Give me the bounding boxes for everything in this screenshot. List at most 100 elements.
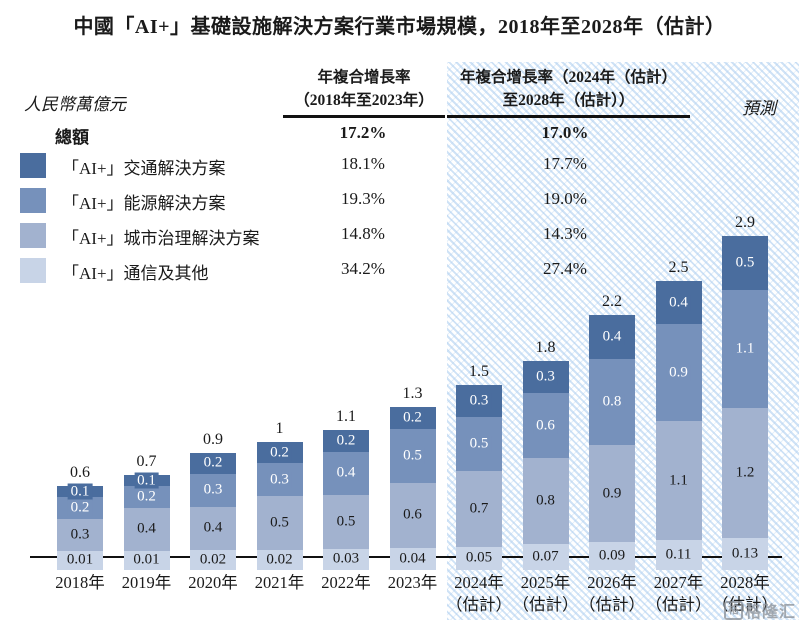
bar-total-label: 2.5 [668, 258, 689, 276]
segment-value-label: 0.02 [196, 551, 230, 569]
x-axis-category-label: 2028年 （估計） [712, 573, 778, 614]
bar-segment: 0.4 [589, 315, 635, 359]
table-row-city-governance: 「AI+」城市治理解決方案 14.8% 14.3% [0, 223, 799, 249]
bar-segment: 0.4 [123, 507, 170, 551]
table-row-total: 總額 17.2% 17.0% [0, 122, 799, 148]
stacked-bar: 0.2 0.4 0.5 0.03 [323, 429, 369, 570]
segment-value-label: 0.6 [533, 417, 558, 435]
stacked-bar: 0.5 1.1 1.2 0.13 [722, 235, 768, 570]
bar-segment: 0.4 [190, 506, 236, 550]
x-axis-category-label: 2018年 [55, 573, 105, 592]
stacked-bar: 0.3 0.5 0.7 0.05 [456, 384, 502, 570]
legend-label: 「AI+」城市治理解決方案 [62, 229, 260, 248]
segment-value-label: 0.1 [67, 483, 93, 500]
bar-total-label: 1.1 [336, 407, 356, 425]
cagr-value-2018-2023: 34.2% [341, 259, 385, 278]
bar-segment: 0.02 [256, 549, 303, 570]
legend-swatch-energy [20, 188, 46, 213]
legend-swatch-city-governance [20, 223, 46, 248]
bar-segment: 0.8 [522, 458, 569, 545]
x-axis-category-label: 2026年 （估計） [579, 573, 645, 614]
bar-segment: 0.2 [389, 407, 436, 429]
cagr-value-2024-2028: 17.0% [541, 123, 589, 142]
bar-total-label: 1.8 [535, 338, 556, 356]
bar-segment: 0.07 [522, 544, 569, 570]
segment-value-label: 0.5 [732, 254, 758, 272]
segment-value-label: 0.01 [63, 551, 97, 569]
watermark-logo-icon: 格 [723, 600, 743, 620]
segment-value-label: 0.8 [599, 393, 625, 411]
cagr-header-line1: 年複合增長率（2024年（估計） [459, 69, 677, 86]
bar-segment: 0.3 [522, 360, 569, 394]
segment-value-label: 0.9 [666, 364, 691, 382]
bar-segment: 0.09 [589, 542, 635, 570]
table-row-transportation: 「AI+」交通解決方案 18.1% 17.7% [0, 153, 799, 179]
cagr-header-line2: 至2028年（估計）） [502, 92, 635, 109]
bar-segment: 0.2 [256, 441, 303, 464]
bar-total-label: 1.3 [402, 385, 423, 403]
bar-segment: 0.2 [123, 486, 170, 508]
bar-segment: 0.11 [655, 540, 702, 570]
bar-segment: 0.5 [256, 495, 303, 550]
cagr-value-2024-2028: 14.3% [543, 224, 587, 243]
segment-value-label: 1.1 [732, 340, 758, 358]
row-label: 總額 [55, 128, 89, 147]
segment-value-label: 0.2 [67, 499, 93, 517]
bar-total-label: 0.6 [70, 464, 90, 482]
bar-segment: 0.5 [456, 416, 502, 471]
segment-value-label: 0.7 [466, 500, 492, 518]
bar-segment: 1.1 [655, 421, 702, 541]
cagr-value-2018-2023: 19.3% [341, 189, 385, 208]
segment-value-label: 0.2 [333, 432, 359, 450]
segment-value-label: 0.5 [400, 447, 425, 465]
bar-total-label: 2.2 [602, 293, 622, 311]
y-axis-unit-label: 人民幣萬億元 [24, 95, 126, 114]
segment-value-label: 0.3 [67, 526, 93, 544]
chart-title: 中國「AI+」基礎設施解決方案行業市場規模，2018年至2028年（估計） [73, 16, 726, 38]
cagr-value-2024-2028: 19.0% [543, 189, 587, 208]
segment-value-label: 1.2 [732, 464, 758, 482]
segment-value-label: 0.4 [599, 328, 625, 346]
bar-total-label: 0.9 [203, 430, 223, 448]
legend-swatch-transportation [20, 153, 46, 178]
bar-segment: 0.6 [389, 482, 436, 548]
bar-segment: 0.5 [389, 428, 436, 483]
bar-total-label: 1.5 [469, 362, 489, 380]
bar-segment: 0.4 [323, 451, 369, 495]
segment-value-label: 0.4 [666, 294, 691, 311]
segment-value-label: 0.3 [200, 481, 226, 499]
x-axis-category-label: 2022年 [321, 573, 371, 592]
segment-value-label: 0.1 [134, 472, 159, 490]
stacked-bar: 0.4 0.8 0.9 0.09 [589, 315, 635, 570]
bar-segment: 0.7 [456, 470, 502, 547]
segment-value-label: 0.2 [134, 488, 159, 506]
bar-segment: 0.3 [190, 474, 236, 507]
segment-value-label: 0.9 [599, 485, 625, 503]
x-axis-category-label: 2024年 （估計） [446, 573, 512, 614]
bar-segment: 0.5 [722, 235, 768, 290]
bar-total-label: 1 [275, 419, 284, 437]
bar-segment: 0.8 [589, 358, 635, 446]
cagr-column-underline-2 [447, 115, 690, 118]
legend-label: 「AI+」通信及其他 [62, 264, 209, 283]
segment-value-label: 0.5 [267, 514, 292, 532]
bar-total-label: 2.9 [735, 213, 755, 231]
segment-value-label: 0.07 [529, 548, 562, 566]
segment-value-label: 0.2 [400, 409, 425, 427]
bar-segment: 0.1 [57, 483, 103, 500]
x-axis-category-label: 2023年 [387, 573, 438, 592]
stacked-bar: 0.4 0.9 1.1 0.11 [655, 280, 702, 570]
segment-value-label: 0.3 [267, 471, 292, 489]
x-axis-category-label: 2020年 [188, 573, 238, 592]
segment-value-label: 0.4 [333, 464, 359, 482]
bar-segment: 0.6 [522, 393, 569, 459]
bar-segment: 0.13 [722, 537, 768, 570]
bar-segment: 1.2 [722, 408, 768, 538]
stacked-bar: 0.2 0.3 0.4 0.02 [190, 452, 236, 570]
bar-segment: 0.5 [323, 494, 369, 549]
bar-segment: 0.2 [190, 452, 236, 475]
segment-value-label: 0.2 [200, 454, 226, 472]
bar-segment: 0.4 [655, 280, 702, 325]
bar-segment: 0.01 [57, 550, 103, 570]
